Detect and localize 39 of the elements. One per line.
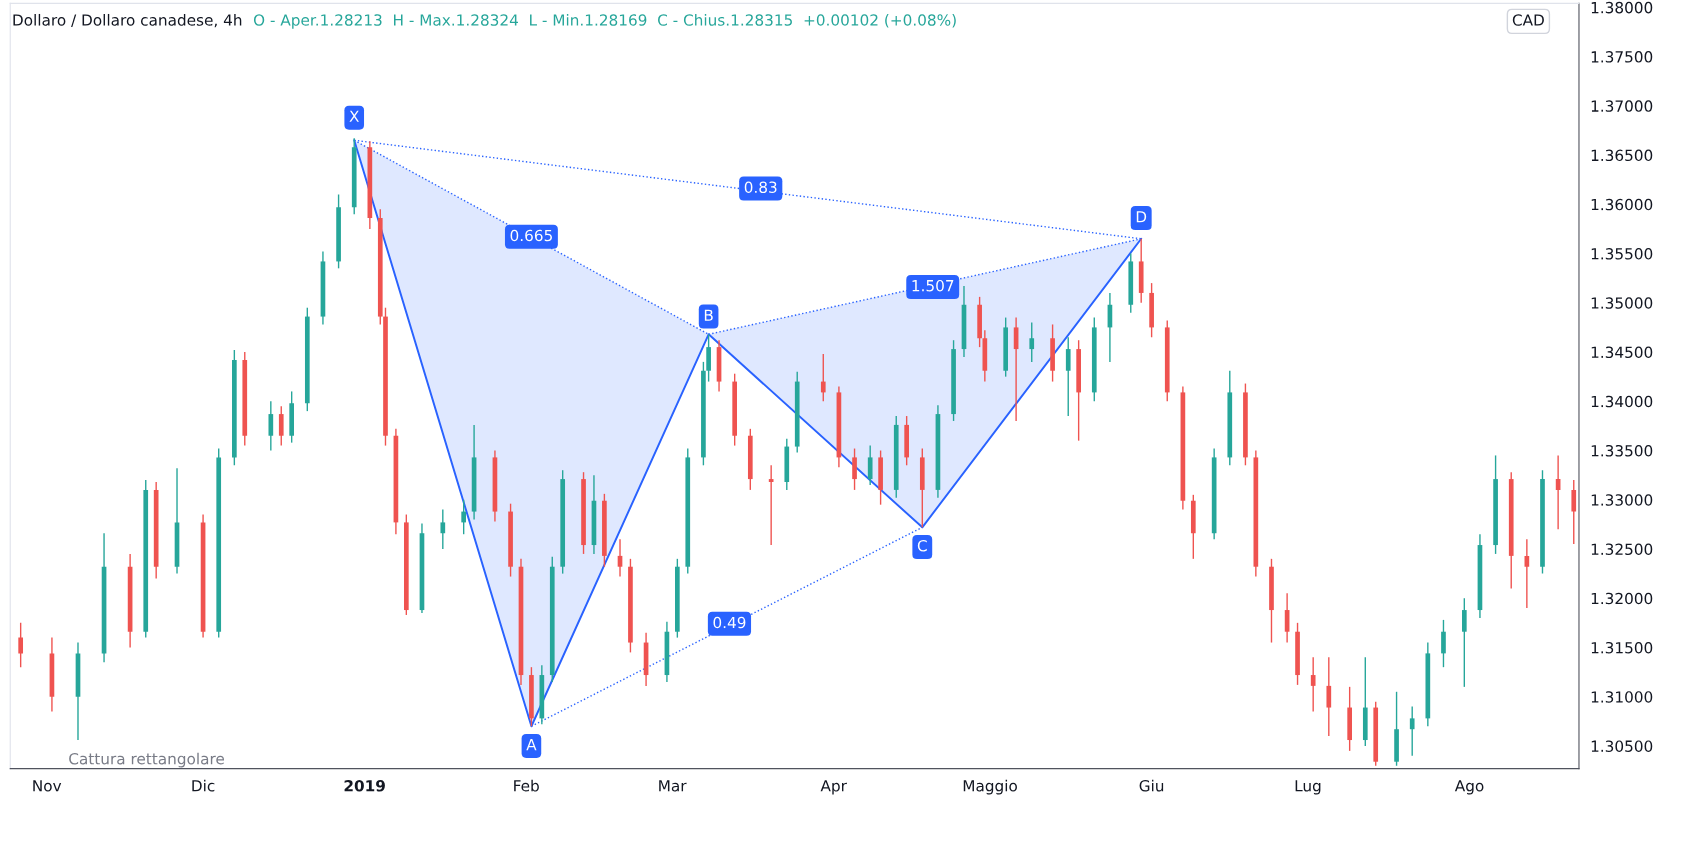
annotation: Cattura rettangolare: [69, 752, 225, 768]
x-tick-label: Lug: [1295, 780, 1321, 795]
x-tick-label: Mar: [659, 780, 687, 792]
y-tick-label: 1.36000: [1591, 198, 1653, 211]
annotation: 0.665: [510, 229, 552, 242]
annotation: CAD: [1512, 14, 1544, 26]
annotation: B: [704, 309, 713, 321]
x-tick-label: Giu: [1139, 779, 1164, 792]
x-tick-label: Nov: [33, 780, 62, 792]
y-tick-label: 1.35500: [1591, 248, 1653, 260]
y-tick-label: 1.37500: [1591, 51, 1653, 63]
x-tick-label: Apr: [820, 780, 847, 795]
text: Dollaro / Dollaro canadese, 4h: [13, 13, 242, 28]
y-tick-label: 1.31500: [1591, 641, 1653, 654]
y-tick-label: 1.38000: [1591, 1, 1653, 14]
annotation: 0.49: [713, 616, 746, 629]
x-tick-label: Ago: [1454, 780, 1484, 795]
x-tick-label: Feb: [514, 779, 539, 792]
annotation: D: [1136, 211, 1147, 223]
y-tick-label: 1.33000: [1591, 494, 1653, 506]
annotation: X: [349, 110, 359, 122]
text: O - Aper.1.28213 H - Max.1.28324 L - Min.1.28169 C - Chius.1.28315 +0.00102 (+0.08%): [253, 13, 956, 29]
y-tick-label: 1.32500: [1591, 543, 1653, 556]
annotation: 1.507: [912, 279, 954, 292]
y-tick-label: 1.34000: [1591, 395, 1653, 408]
x-tick-label: Dic: [192, 779, 215, 792]
y-tick-label: 1.37000: [1591, 100, 1653, 112]
y-tick-label: 1.30500: [1591, 740, 1653, 752]
y-tick-label: 1.35000: [1591, 297, 1653, 309]
y-tick-label: 1.31000: [1591, 691, 1653, 703]
annotation: 0.83: [744, 181, 777, 193]
y-tick-label: 1.33500: [1591, 444, 1653, 457]
annotation: A: [526, 739, 537, 751]
annotation: C: [917, 539, 927, 552]
y-tick-label: 1.36500: [1591, 149, 1653, 162]
x-tick-label: Maggio: [963, 779, 1017, 795]
y-tick-label: 1.34500: [1591, 346, 1653, 359]
x-tick-label: 2019: [344, 779, 385, 792]
y-tick-label: 1.32000: [1591, 592, 1653, 605]
